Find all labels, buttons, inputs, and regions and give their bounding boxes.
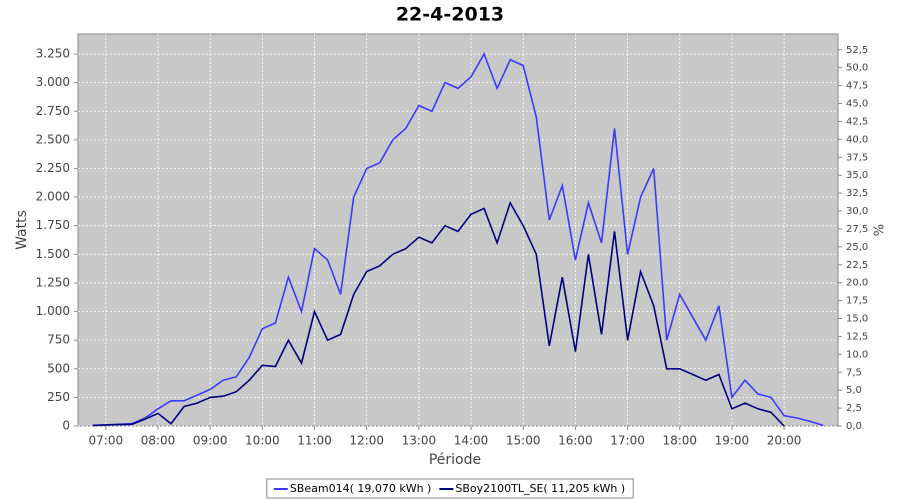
chart-title: 22-4-2013: [396, 4, 504, 26]
y2-tick-label: 22,5: [846, 260, 868, 271]
y2-tick-label: 10,0: [846, 349, 868, 360]
y2-tick-label: 47,5: [846, 81, 868, 92]
y-tick-label: 1.250: [36, 275, 70, 289]
y2-tick-label: 27,5: [846, 224, 868, 235]
y2-tick-label: 7,5: [846, 367, 862, 378]
y2-tick-label: 25,0: [846, 242, 868, 253]
y-axis-title: Watts: [14, 210, 30, 250]
x-axis-title: Période: [429, 452, 481, 468]
line: [92, 200, 785, 427]
y2-tick-label: 15,0: [846, 314, 868, 325]
x-tick-label: 15:00: [506, 434, 541, 448]
y2-axis-title: %: [873, 224, 888, 236]
x-tick-label: 07:00: [89, 434, 124, 448]
x-tick-label: 16:00: [558, 434, 593, 448]
y-tick-label: 2.750: [36, 104, 70, 118]
y2-tick-label: 30,0: [846, 206, 868, 217]
y-tick-label: 2.250: [36, 161, 70, 175]
y2-tick-label: 12,5: [846, 331, 868, 342]
y2-tick-label: 20,0: [846, 278, 868, 289]
x-tick-label: 09:00: [193, 434, 228, 448]
x-tick-label: 14:00: [454, 434, 489, 448]
y2-tick-label: 32,5: [846, 188, 868, 199]
y-tick-label: 2.000: [36, 190, 70, 204]
y2-tick-label: 45,0: [846, 99, 868, 110]
y2-tick-label: 0,0: [846, 421, 862, 432]
y-tick-label: 750: [47, 333, 70, 347]
y-tick-label: 3.000: [36, 75, 70, 89]
x-tick-label: 11:00: [297, 434, 332, 448]
y-tick-label: 1.000: [36, 304, 70, 318]
x-tick-label: 10:00: [245, 434, 280, 448]
y2-tick-label: 35,0: [846, 170, 868, 181]
y-tick-label: 1.500: [36, 247, 70, 261]
x-tick-label: 20:00: [767, 434, 802, 448]
y2-tick-label: 50,0: [846, 63, 868, 74]
y2-tick-label: 5,0: [846, 385, 862, 396]
y2-tick-label: 42,5: [846, 116, 868, 127]
y-tick-label: 250: [47, 390, 70, 404]
x-tick-label: 19:00: [715, 434, 750, 448]
y2-tick-label: 2,5: [846, 403, 862, 414]
line: [92, 52, 824, 427]
x-tick-label: 12:00: [349, 434, 384, 448]
y-tick-label: 0: [62, 419, 70, 433]
y2-tick-label: 40,0: [846, 134, 868, 145]
x-tick-label: 08:00: [141, 434, 176, 448]
y-tick-label: 1.750: [36, 218, 70, 232]
legend-label: SBeam014( 19,070 kWh ): [290, 482, 432, 495]
legend-label: SBoy2100TL_SE( 11,205 kWh ): [455, 482, 625, 495]
plot-area: [77, 33, 839, 427]
x-tick-label: 17:00: [610, 434, 645, 448]
y-tick-label: 500: [47, 361, 70, 375]
y2-tick-label: 52,5: [846, 45, 868, 56]
y2-tick-label: 17,5: [846, 296, 868, 307]
y-tick-label: 2.500: [36, 132, 70, 146]
y2-tick-label: 37,5: [846, 152, 868, 163]
y-tick-label: 3.250: [36, 47, 70, 61]
x-tick-label: 18:00: [662, 434, 697, 448]
x-tick-label: 13:00: [402, 434, 437, 448]
